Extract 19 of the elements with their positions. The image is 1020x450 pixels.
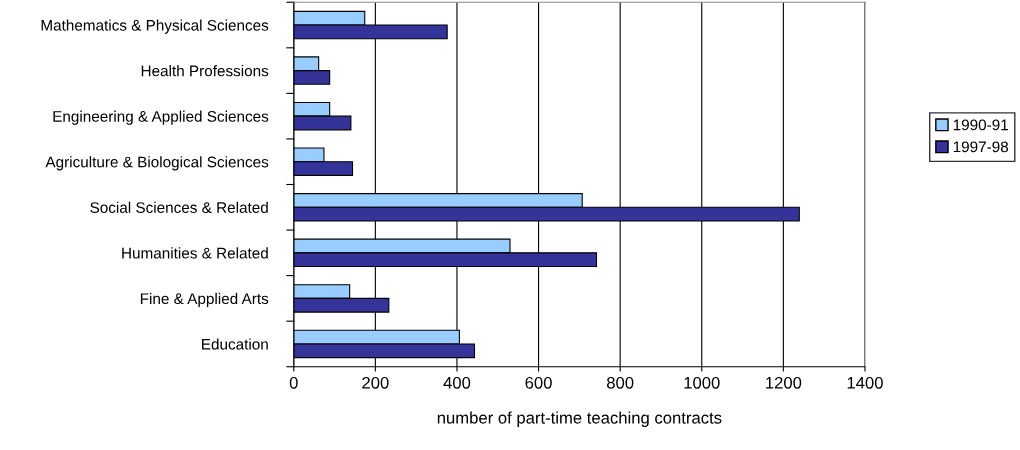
x-tick-label: 800 — [606, 376, 634, 389]
x-tick-label: 0 — [289, 376, 298, 389]
y-tick-label: Social Sciences & Related — [90, 201, 268, 213]
y-tick-label: Engineering & Applied Sciences — [53, 110, 269, 125]
legend-label: 1997-98 — [953, 141, 1009, 153]
y-tick-label: Fine & Applied Arts — [140, 292, 269, 308]
y-tick-label: Agriculture & Biological Sciences — [45, 156, 269, 171]
x-tick-label: 200 — [362, 376, 389, 389]
legend-label: 1990-91 — [953, 119, 1008, 131]
x-tick-label: 1400 — [847, 376, 883, 389]
x-axis-title: number of part-time teaching contracts — [437, 411, 722, 427]
y-tick-label: Mathematics & Physical Sciences — [41, 19, 269, 34]
x-tick-label: 400 — [443, 376, 471, 389]
x-tick-label: 1000 — [684, 376, 720, 389]
y-tick-label: Humanities & Related — [122, 247, 268, 259]
y-tick-label: Health Professions — [141, 65, 269, 77]
x-tick-label: 600 — [525, 376, 552, 389]
x-tick-label: 1200 — [766, 376, 802, 389]
y-tick-label: Education — [202, 338, 268, 350]
